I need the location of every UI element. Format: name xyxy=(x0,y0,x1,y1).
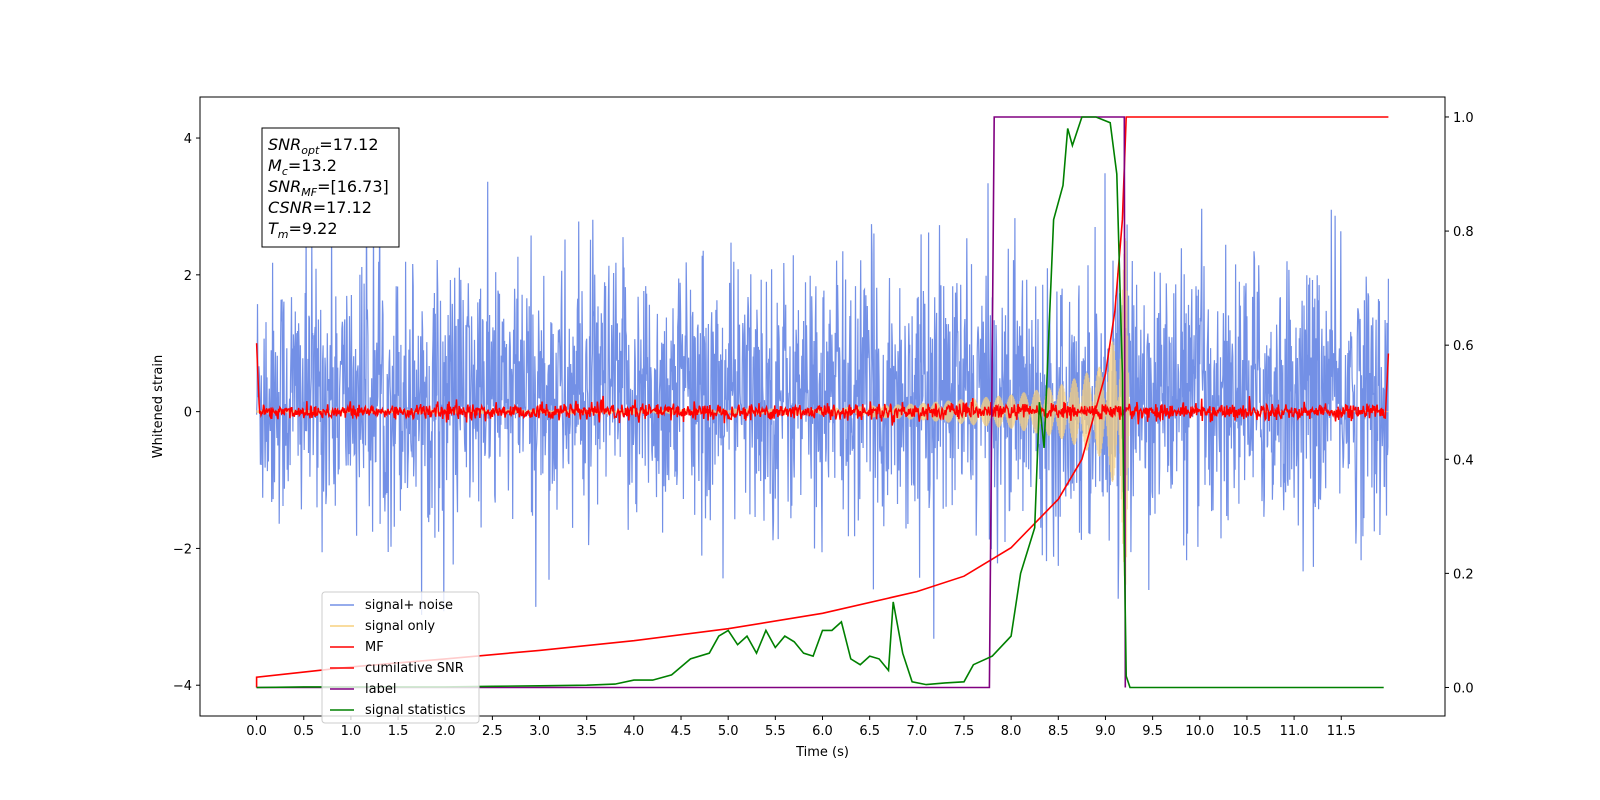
y2-tick-label: 0.2 xyxy=(1453,567,1474,582)
x-tick-label: 1.0 xyxy=(341,724,362,739)
info-name: M xyxy=(268,156,282,175)
info-row: SNRMF=[16.73] xyxy=(268,177,389,199)
y-tick-label: 0 xyxy=(184,406,192,421)
info-value: =9.22 xyxy=(289,219,338,238)
info-value: =[16.73] xyxy=(317,177,389,196)
x-tick-label: 7.0 xyxy=(906,724,927,739)
x-tick-label: 0.5 xyxy=(293,724,314,739)
x-tick-label: 3.5 xyxy=(576,724,597,739)
legend-label: signal+ noise xyxy=(365,598,453,613)
x-tick-label: 9.0 xyxy=(1095,724,1116,739)
x-axis-title: Time (s) xyxy=(795,745,849,760)
x-tick-label: 0.0 xyxy=(246,724,267,739)
info-sub: m xyxy=(278,228,289,241)
series-signal-noise xyxy=(256,147,1389,639)
x-tick-label: 8.0 xyxy=(1001,724,1022,739)
series-mf xyxy=(255,343,1390,426)
info-sub: MF xyxy=(301,186,317,199)
x-tick-label: 1.5 xyxy=(388,724,409,739)
x-tick-label: 8.5 xyxy=(1048,724,1069,739)
x-tick-label: 4.5 xyxy=(671,724,692,739)
legend-label: signal statistics xyxy=(365,703,466,718)
y2-tick-label: 0.6 xyxy=(1453,339,1474,354)
info-value: =13.2 xyxy=(288,156,337,175)
legend-label: label xyxy=(365,682,396,697)
info-value: =17.12 xyxy=(319,135,378,154)
info-name: SNR xyxy=(268,177,301,196)
info-row: Mc=13.2 xyxy=(268,156,337,178)
info-box-frame xyxy=(261,127,400,248)
legend: signal+ noise signal only MF cumilative SNR… xyxy=(321,591,480,724)
y-tick-label: −2 xyxy=(173,542,192,557)
x-tick-label: 11.0 xyxy=(1280,724,1309,739)
x-tick-label: 5.0 xyxy=(718,724,739,739)
x-tick-label: 5.5 xyxy=(765,724,786,739)
info-name: SNR xyxy=(268,135,301,154)
x-tick-label: 9.5 xyxy=(1142,724,1163,739)
y2-tick-label: 0.0 xyxy=(1453,681,1474,696)
series-signal-statistics xyxy=(256,116,1384,689)
y2-tick-label: 0.4 xyxy=(1453,453,1474,468)
info-row: SNRopt=17.12 xyxy=(268,135,379,157)
y2-tick-label: 1.0 xyxy=(1453,111,1474,126)
x-tick-label: 3.0 xyxy=(529,724,550,739)
y-tick-label: 4 xyxy=(184,132,192,147)
legend-frame xyxy=(321,591,480,724)
info-name: CSNR xyxy=(268,198,313,217)
y-tick-label: 2 xyxy=(184,269,192,284)
info-sub: opt xyxy=(301,144,320,157)
y-tick-label: −4 xyxy=(173,679,192,694)
legend-label: signal only xyxy=(365,619,435,634)
x-tick-label: 6.5 xyxy=(859,724,880,739)
legend-label: cumilative SNR xyxy=(365,661,464,676)
info-box: SNRopt=17.12Mc=13.2SNRMF=[16.73]CSNR=17.… xyxy=(261,127,400,248)
info-name: T xyxy=(268,219,279,238)
x-tick-label: 4.0 xyxy=(624,724,645,739)
x-tick-label: 10.0 xyxy=(1185,724,1214,739)
y-axis-title: Whitened strain xyxy=(151,355,166,458)
x-tick-label: 2.5 xyxy=(482,724,503,739)
axes-layer: 0.0 0.5 1.0 1.5 2.0 2.5 3.0 3.5 4.0 4.5 5.0 5.5 6.0 6… xyxy=(151,96,1474,760)
info-row: CSNR=17.12 xyxy=(268,198,372,217)
info-row: Tm=9.22 xyxy=(268,219,338,241)
y2-tick-label: 0.8 xyxy=(1453,225,1474,240)
series-label xyxy=(256,116,1127,689)
x-tick-label: 2.0 xyxy=(435,724,456,739)
info-value: =17.12 xyxy=(313,198,372,217)
legend-label: MF xyxy=(365,640,384,655)
x-tick-label: 7.5 xyxy=(954,724,975,739)
x-tick-label: 10.5 xyxy=(1232,724,1261,739)
x-tick-label: 6.0 xyxy=(812,724,833,739)
info-sub: c xyxy=(282,165,288,178)
x-tick-label: 11.5 xyxy=(1327,724,1356,739)
